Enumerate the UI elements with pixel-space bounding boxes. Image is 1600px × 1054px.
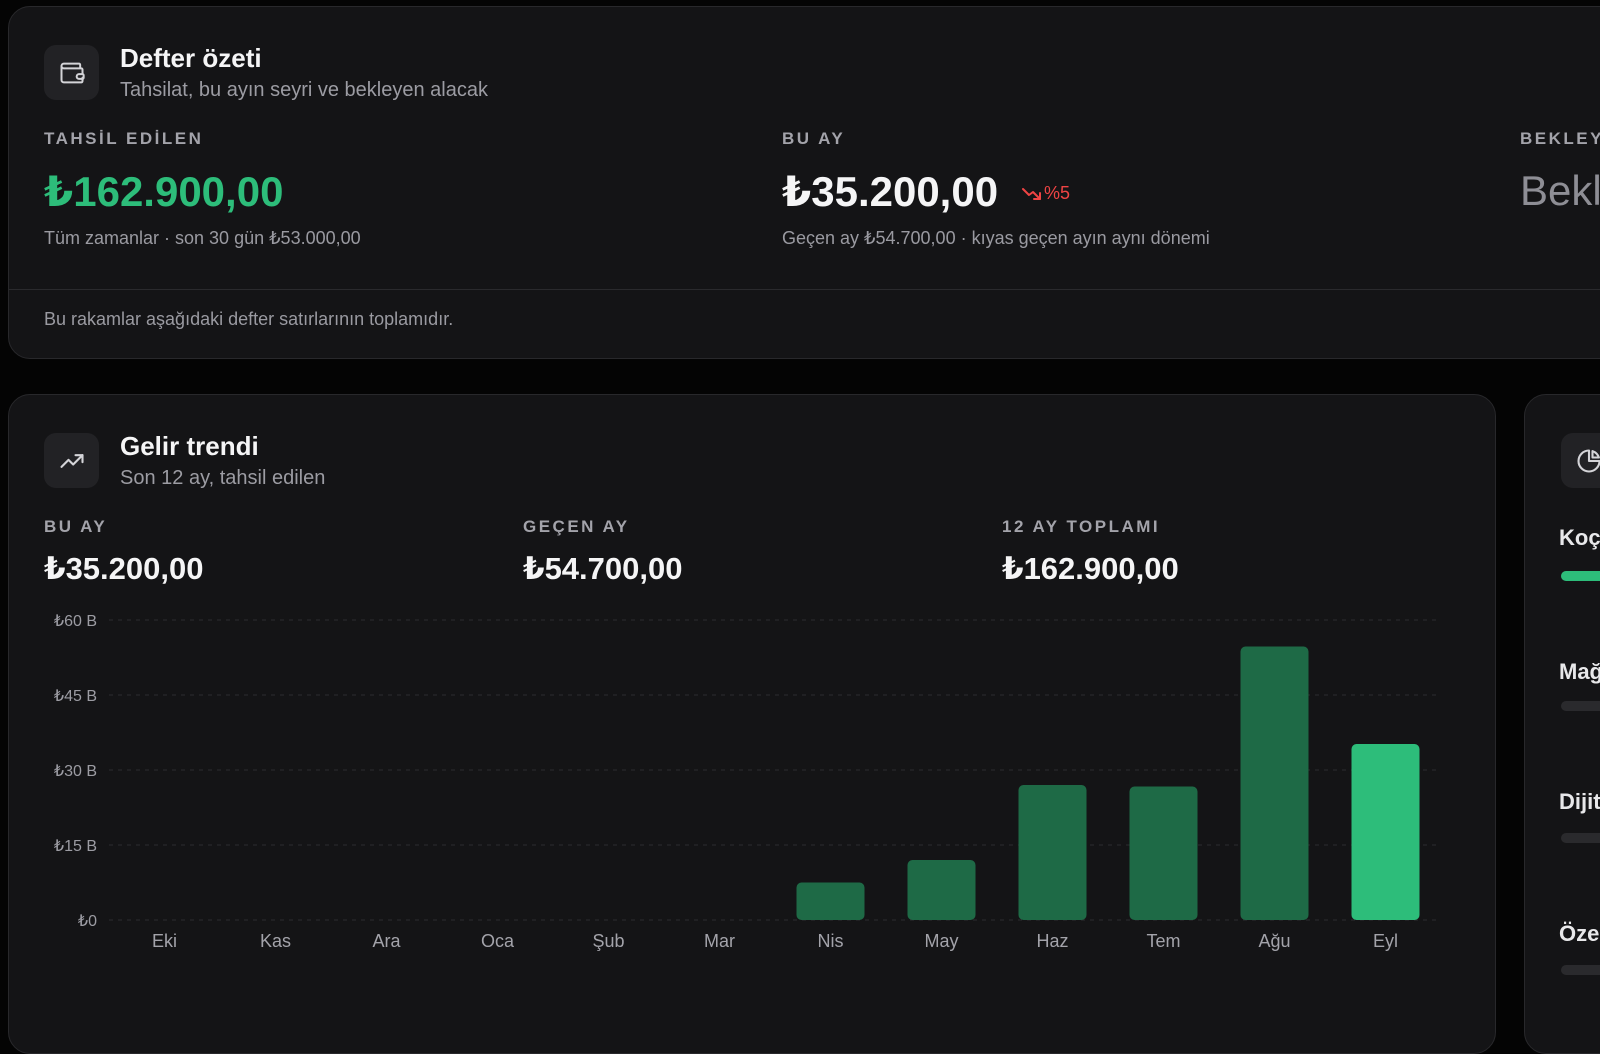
side-item-bar — [1561, 571, 1600, 581]
revenue-bar-chart: ₺0 ₺15 B ₺30 B ₺45 B ₺60 B Eki Kas Ara Oca Şub Mar… — [54, 613, 1441, 951]
stat-note-this-month: Geçen ay ₺54.700,00 · kıyas geçen ayın a… — [782, 228, 1210, 248]
y-tick-label: ₺15 B — [54, 838, 97, 855]
card-subtitle: Tahsilat, bu ayın seyri ve bekleyen alac… — [120, 79, 488, 101]
x-tick-label: Eki — [152, 931, 177, 951]
bar-Eyl[interactable] — [1351, 744, 1420, 920]
mini-stat-label: BU AY — [44, 517, 108, 536]
summary-footer-note: Bu rakamlar aşağıdaki defter satırlarını… — [44, 309, 454, 329]
x-tick-label: Nis — [818, 931, 844, 951]
mini-stat-value: ₺54.700,00 — [523, 551, 683, 586]
pie-chart-icon — [1561, 433, 1600, 488]
side-item-bar — [1561, 833, 1600, 843]
y-tick-label: ₺45 B — [54, 688, 97, 705]
mini-stat-label: 12 AY TOPLAMI — [1002, 517, 1161, 536]
side-item-bar — [1561, 701, 1600, 711]
bar-Ağu[interactable] — [1240, 646, 1309, 921]
card-title: Defter özeti — [120, 43, 262, 73]
bar-Tem[interactable] — [1129, 786, 1198, 921]
x-tick-label: Kas — [260, 931, 291, 951]
x-tick-label: Şub — [592, 931, 624, 951]
bar-May[interactable] — [907, 860, 976, 920]
stat-label-pending: BEKLEY — [1520, 129, 1600, 148]
mini-stat-value: ₺162.900,00 — [1002, 551, 1179, 586]
y-tick-label: ₺60 B — [54, 613, 97, 630]
side-item-label: Koç — [1559, 525, 1600, 550]
category-breakdown-card: Koç Mağ Dijit Öze — [1524, 394, 1600, 1054]
stat-label-collected: TAHSİL EDİLEN — [44, 129, 204, 148]
divider — [9, 289, 1600, 290]
stat-note-collected: Tüm zamanlar · son 30 gün ₺53.000,00 — [44, 228, 361, 248]
y-tick-label: ₺30 B — [54, 763, 97, 780]
y-tick-label: ₺0 — [78, 913, 97, 930]
x-tick-label: May — [924, 931, 958, 951]
x-tick-label: Oca — [481, 931, 515, 951]
wallet-icon — [44, 45, 99, 100]
side-item-label: Dijit — [1559, 789, 1600, 814]
bar-Nis[interactable] — [796, 882, 865, 921]
side-item-label: Mağ — [1559, 659, 1600, 684]
x-tick-label: Mar — [704, 931, 735, 951]
trending-up-icon — [44, 433, 99, 488]
x-tick-label: Eyl — [1373, 931, 1398, 951]
x-tick-label: Tem — [1146, 931, 1180, 951]
mini-stat-label: GEÇEN AY — [523, 517, 630, 536]
x-tick-label: Ara — [372, 931, 401, 951]
stat-value-this-month: ₺35.200,00 — [782, 168, 999, 215]
stat-label-this-month: BU AY — [782, 129, 846, 148]
ledger-summary-card: Defter özeti Tahsilat, bu ayın seyri ve … — [8, 6, 1600, 359]
card-subtitle: Son 12 ay, tahsil edilen — [120, 467, 326, 489]
change-badge: %5 — [1022, 183, 1070, 204]
bar-Haz[interactable] — [1018, 785, 1087, 920]
revenue-trend-card: Gelir trendi Son 12 ay, tahsil edilen BU… — [8, 394, 1496, 1054]
stat-value-pending: Bekle — [1520, 167, 1600, 214]
mini-stat-value: ₺35.200,00 — [44, 551, 204, 586]
x-tick-label: Haz — [1036, 931, 1068, 951]
x-tick-label: Ağu — [1258, 931, 1290, 951]
trending-down-icon — [1022, 187, 1041, 200]
card-title: Gelir trendi — [120, 431, 259, 461]
side-item-label: Öze — [1559, 921, 1600, 946]
side-item-bar — [1561, 965, 1600, 975]
change-value: %5 — [1044, 183, 1071, 203]
stat-value-collected: ₺162.900,00 — [44, 168, 284, 215]
